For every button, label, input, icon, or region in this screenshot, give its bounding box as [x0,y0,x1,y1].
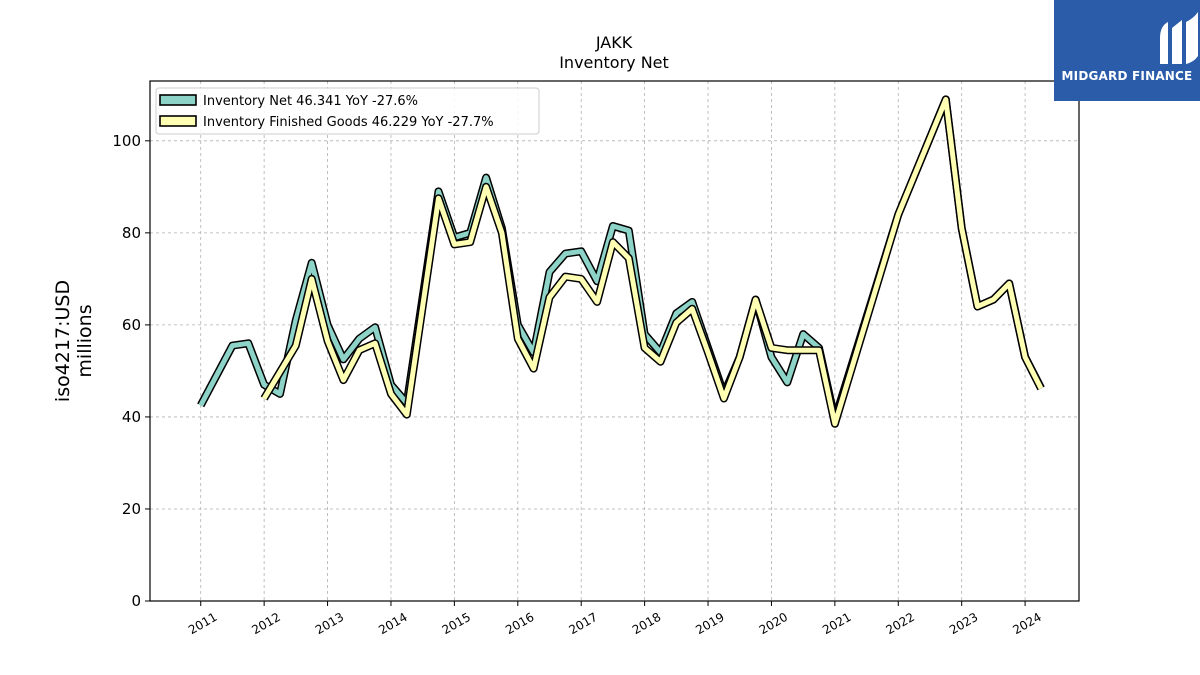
x-tick-label: 2014 [376,610,409,637]
chart-subtitle: Inventory Net [559,53,669,72]
series-outline-0 [197,95,1045,424]
x-tick-label: 2024 [1010,610,1043,637]
y-tick-label: 100 [112,132,141,150]
x-tick-label: 2011 [186,610,219,637]
legend-swatch-1 [159,115,197,127]
x-axis: 2011 2012 2013 2014 2015 2016 2017 2018 2019 2020… [186,601,1044,637]
logo-mark-icon [1160,12,1198,64]
y-axis-label-line2: millions [74,304,96,377]
y-tick-label: 60 [122,316,141,334]
legend-label-1: Inventory Finished Goods 46.229 YoY -27.… [203,115,494,130]
x-tick-label: 2020 [757,610,790,637]
series-line-1 [261,96,1044,427]
y-axis-label-line1: iso4217:USD [52,280,74,402]
chart-title: JAKK [595,33,633,52]
x-tick-label: 2021 [820,610,853,637]
y-tick-label: 20 [122,500,141,518]
x-tick-label: 2013 [313,610,346,637]
legend-label-0: Inventory Net 46.341 YoY -27.6% [203,94,418,109]
x-tick-label: 2023 [947,610,980,637]
brand-name: MIDGARD FINANCE [1061,69,1193,83]
legend-swatch-0 [159,94,197,106]
x-tick-label: 2012 [249,610,282,637]
x-tick-label: 2022 [884,610,917,637]
legend-box [155,87,540,135]
x-tick-label: 2019 [693,610,726,637]
series-layer [197,95,1045,428]
y-tick-label: 40 [122,408,141,426]
brand-logo: MIDGARD FINANCE [1054,0,1200,101]
legend: Inventory Net 46.341 YoY -27.6% Inventory… [155,87,540,135]
x-tick-label: 2018 [630,610,663,637]
x-tick-label: 2017 [566,610,599,637]
plot-frame [149,80,1080,602]
x-tick-label: 2016 [503,610,536,637]
series-line-0 [198,96,1044,422]
y-tick-label: 80 [122,224,141,242]
y-axis: 0 20 40 60 80 100 [112,132,150,610]
x-tick-label: 2015 [440,610,473,637]
y-tick-label: 0 [131,592,141,610]
